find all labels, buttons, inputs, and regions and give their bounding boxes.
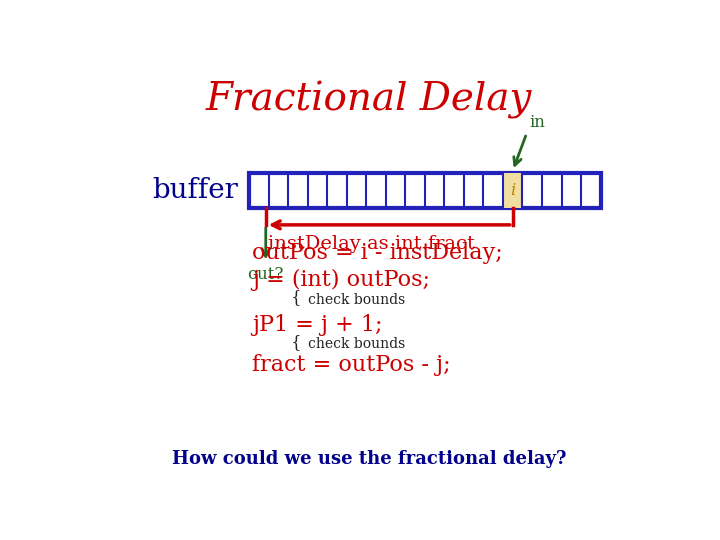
Text: j = (int) outPos;: j = (int) outPos; <box>252 269 430 292</box>
Text: fract = outPos - j;: fract = outPos - j; <box>252 354 451 376</box>
Text: {: { <box>291 334 302 351</box>
Bar <box>249 173 600 208</box>
Text: jP1 = j + 1;: jP1 = j + 1; <box>252 314 382 336</box>
Text: outPos = i - instDelay;: outPos = i - instDelay; <box>252 241 503 264</box>
Text: buffer: buffer <box>152 177 238 204</box>
Text: How could we use the fractional delay?: How could we use the fractional delay? <box>172 450 566 468</box>
Bar <box>503 173 523 208</box>
Text: out?: out? <box>248 266 284 284</box>
Text: instDelay as int.fract: instDelay as int.fract <box>269 235 475 253</box>
Text: in: in <box>529 114 545 131</box>
Text: check bounds: check bounds <box>307 338 405 352</box>
Text: check bounds: check bounds <box>307 293 405 307</box>
Text: i: i <box>510 182 516 199</box>
Text: Fractional Delay: Fractional Delay <box>206 82 532 119</box>
Text: {: { <box>291 289 302 306</box>
